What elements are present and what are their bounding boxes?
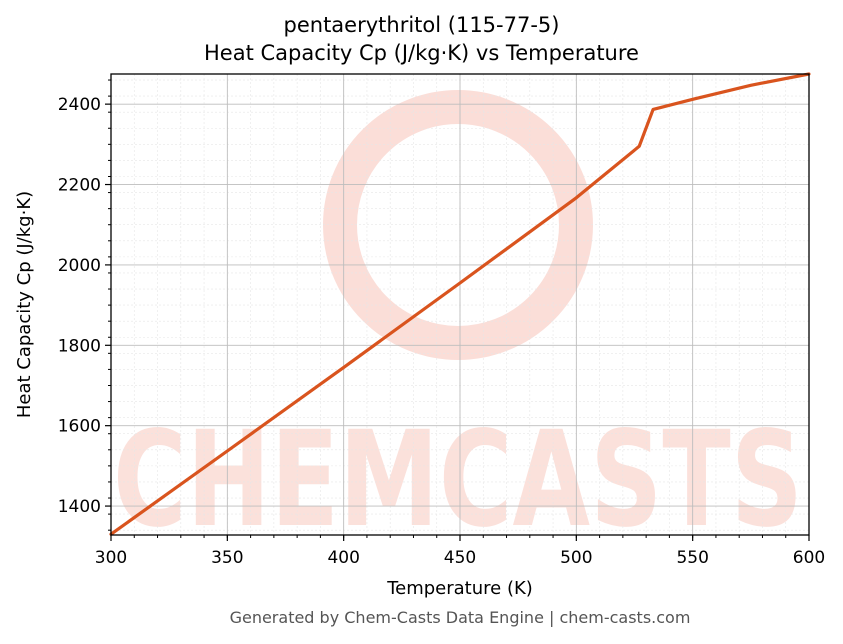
series-line: [109, 72, 811, 536]
y-tick-label: 2200: [58, 176, 101, 196]
watermark-text: CHEMCASTS: [113, 403, 803, 557]
x-tick-label: 600: [793, 548, 825, 568]
x-tick-label: 300: [95, 548, 127, 568]
y-tick-label: 1600: [58, 417, 101, 437]
x-tick-label: 500: [560, 548, 592, 568]
x-tick-label: 400: [327, 548, 359, 568]
watermark: CHEMCASTS: [113, 90, 803, 557]
axis-ticks: 300 350 400 450 500 550 600 1400 1600 1800 2000 220…: [58, 79, 825, 568]
y-tick-label: 1800: [58, 336, 101, 356]
x-tick-label: 550: [676, 548, 708, 568]
footer-credit: Generated by Chem-Casts Data Engine | ch…: [229, 608, 691, 627]
y-tick-label: 2400: [58, 95, 101, 115]
y-tick-label: 2000: [58, 256, 101, 276]
x-tick-label: 450: [444, 548, 476, 568]
series-layer: [109, 72, 811, 536]
y-axis-label: Heat Capacity Cp (J/kg·K): [14, 191, 35, 418]
chart-title: pentaerythritol (115-77-5): [283, 13, 560, 37]
x-tick-label: 350: [211, 548, 243, 568]
y-tick-label: 1400: [58, 497, 101, 517]
x-axis-label: Temperature (K): [386, 578, 533, 599]
chart-subtitle: Heat Capacity Cp (J/kg·K) vs Temperature: [204, 41, 639, 65]
